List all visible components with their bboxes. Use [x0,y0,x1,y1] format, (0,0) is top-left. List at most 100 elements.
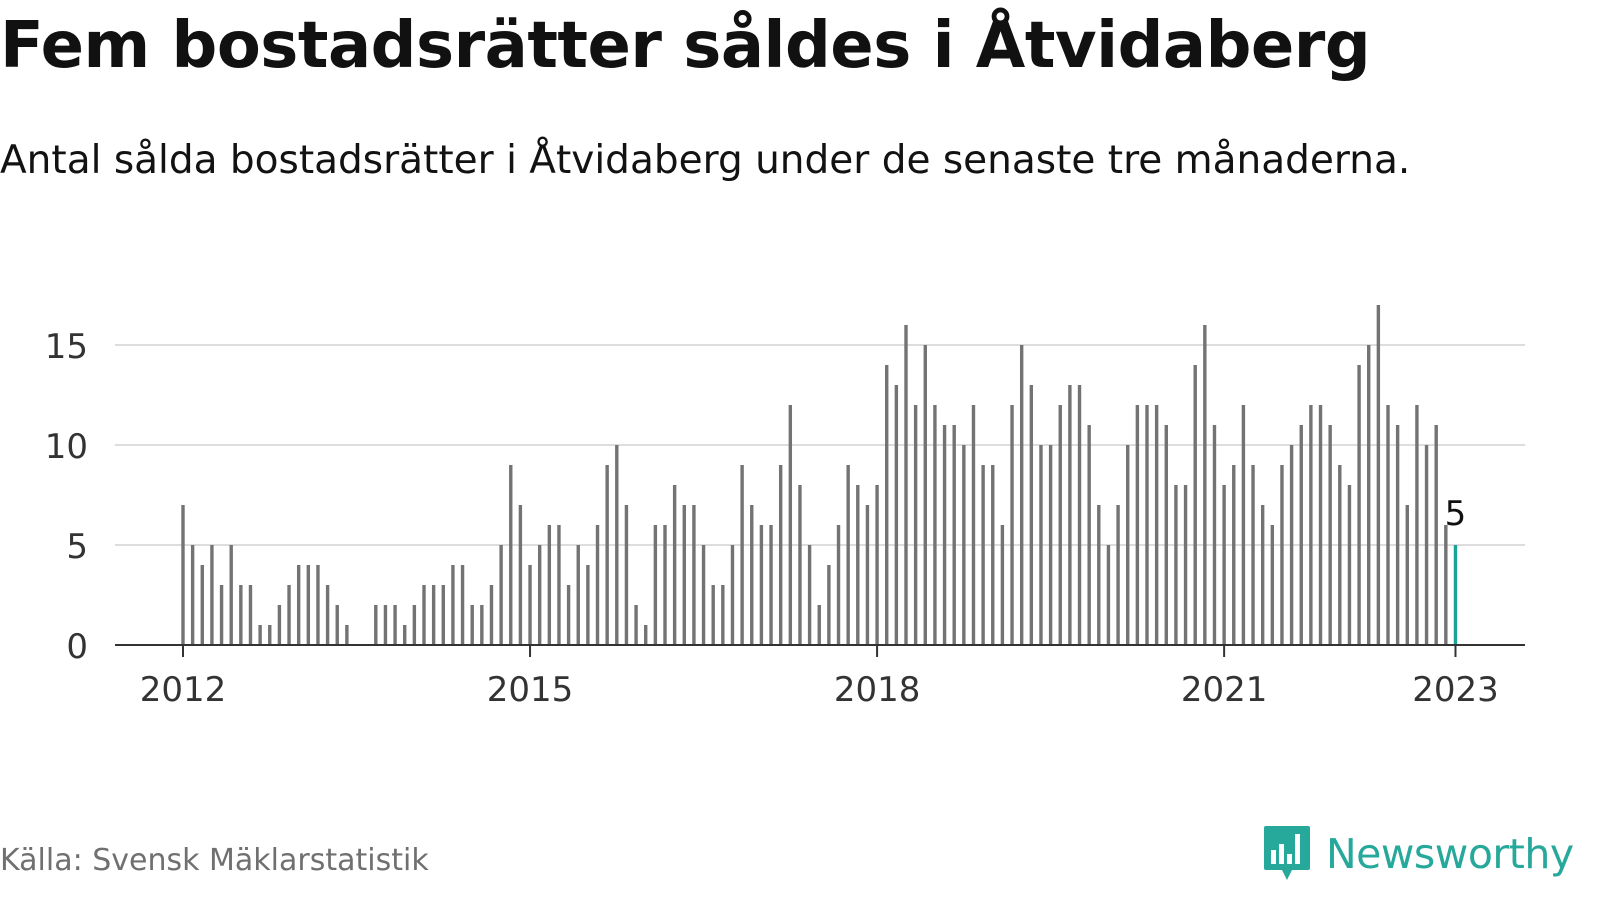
bar [1299,425,1303,645]
bar [229,545,233,645]
bar [750,505,754,645]
bar [942,425,947,645]
bar [1318,405,1323,645]
bar [1222,485,1226,645]
x-tick-label: 2015 [487,670,574,710]
bar [1376,305,1381,645]
bar [981,465,985,645]
bar [403,625,407,645]
bar [460,565,465,645]
brand-logo[interactable]: Newsworthy [1262,822,1574,886]
bar [345,625,349,645]
bar [268,625,272,645]
bar [1174,485,1178,645]
bar [778,465,783,645]
bar [1203,325,1207,645]
bar [711,585,715,645]
bar [1135,405,1140,645]
bar [653,525,658,645]
bar [923,345,927,645]
bar [431,585,436,645]
bar [894,385,899,645]
bar [393,605,397,645]
bar [1097,505,1101,645]
bar [412,605,417,645]
bar [1415,405,1419,645]
y-tick-label: 5 [66,527,88,567]
bar [1039,445,1043,645]
bar [287,585,291,645]
x-tick-label: 2018 [834,670,921,710]
bar [721,585,725,645]
bar [865,505,870,645]
bar [258,625,262,645]
bar [1154,405,1159,645]
bar [1116,505,1120,645]
bar [383,605,388,645]
bar [913,405,918,645]
bar [219,585,224,645]
brand-name: Newsworthy [1326,830,1574,878]
bar [1068,385,1072,645]
bar [441,585,445,645]
bar [422,585,426,645]
bar [875,485,879,645]
bar [248,585,253,645]
bar [316,565,320,645]
x-tick-label: 2012 [140,670,227,710]
bar [181,505,185,645]
x-tick-label: 2021 [1181,670,1268,710]
bar [557,525,561,645]
bar [1029,385,1034,645]
bar [644,625,648,645]
bar [827,565,831,645]
bar [1357,365,1361,645]
bar [991,465,995,645]
axes: 0 5 10 15 2012 2015 2018 2021 2023 [45,327,1525,710]
x-tick-label: 2023 [1412,670,1499,710]
bar [1338,465,1342,645]
bar [904,325,908,645]
bar [566,585,571,645]
bar [1251,465,1255,645]
bar [239,585,243,645]
bar [952,425,956,645]
bar [1000,525,1005,645]
bar [1193,365,1197,645]
bar [1077,385,1082,645]
bar-chart: 0 5 10 15 2012 2015 2018 2021 2023 5 [45,305,1525,710]
bar [885,365,889,645]
bar [1183,485,1188,645]
bar [634,605,638,645]
bar [518,505,523,645]
bar [836,525,841,645]
bar [1232,465,1236,645]
bar [701,545,706,645]
bar [1424,445,1429,645]
bar [1444,525,1448,645]
bar [528,565,532,645]
bar-highlight [1453,545,1458,645]
bar [807,545,812,645]
bar [1328,425,1332,645]
bar [788,405,793,645]
bar [682,505,686,645]
bar [576,545,580,645]
bar [277,605,282,645]
bar [692,505,696,645]
y-tick-label: 15 [45,327,88,367]
bar [769,525,773,645]
bar [547,525,552,645]
bar [1289,445,1294,645]
bar [759,525,764,645]
bar [1405,505,1409,645]
bar [200,565,204,645]
chart-title: Fem bostadsrätter såldes i Åtvidaberg [0,9,1371,83]
bar [210,545,214,645]
bar [1367,345,1371,645]
bar [1241,405,1246,645]
bar [489,585,494,645]
bar [190,545,195,645]
bar [1087,425,1091,645]
bar [595,525,600,645]
